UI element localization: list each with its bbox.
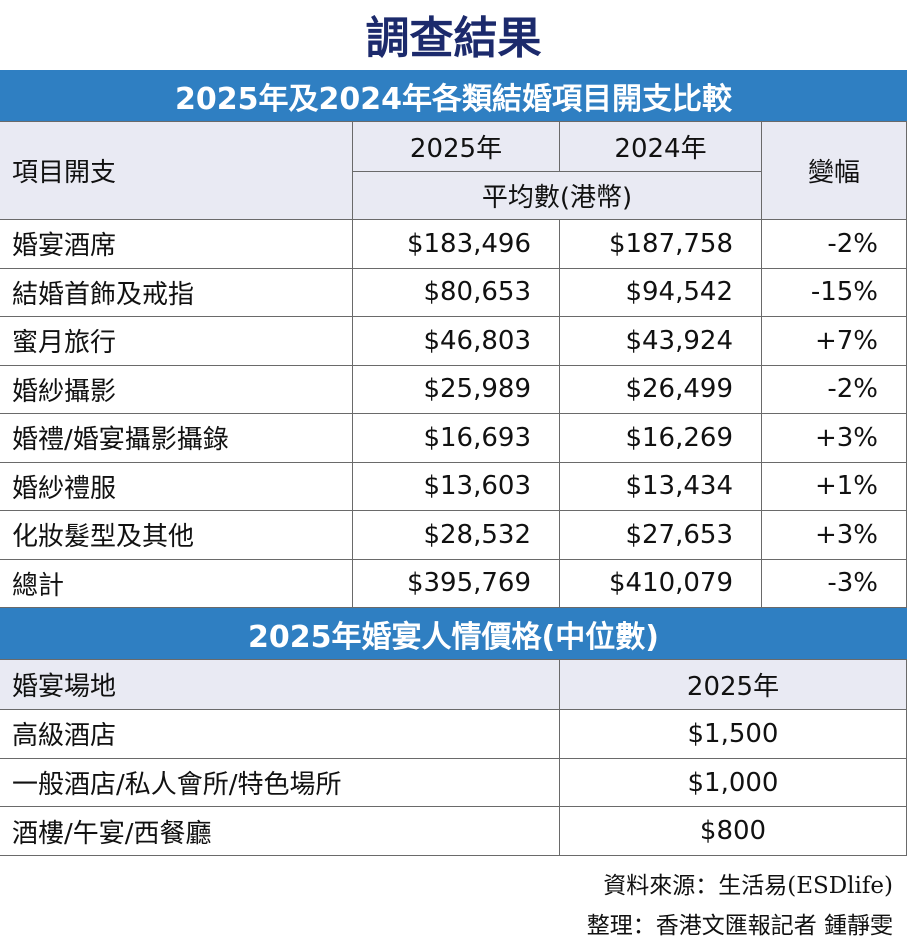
table-cell: $1,500 [559,709,907,759]
table-cell: 化妝髮型及其他 [0,510,353,560]
table-cell: $800 [559,806,907,857]
table-cell: 婚紗禮服 [0,461,353,511]
table-cell: -2% [761,219,907,269]
table-cell: 總計 [0,558,353,608]
table-cell: +1% [761,461,907,511]
table-cell: +3% [761,413,907,463]
table-cell: 蜜月旅行 [0,316,353,366]
table-cell: $27,653 [559,510,762,560]
table-cell: -2% [761,364,907,414]
section-header: 2025年及2024年各類結婚項目開支比較 [0,70,907,122]
table-cell: 酒樓/午宴/西餐廳 [0,806,560,857]
table-cell: $80,653 [352,267,560,317]
table-cell: +3% [761,510,907,560]
table-cell: 婚宴酒席 [0,219,353,269]
header-cell: 2025年 [352,121,560,172]
table-cell: $13,603 [352,461,560,511]
table-cell: $25,989 [352,364,560,414]
table-cell: $1,000 [559,757,907,808]
header-cell: 2024年 [559,121,762,172]
page-title: 調查結果 [365,13,542,64]
table-cell: 婚禮/婚宴攝影攝錄 [0,413,353,463]
header-cell: 婚宴場地 [0,659,560,710]
section-header: 2025年婚宴人情價格(中位數) [0,608,907,660]
table-cell: 高級酒店 [0,709,560,759]
table-cell: $28,532 [352,510,560,560]
table-cell: $395,769 [352,558,560,608]
table-cell: $183,496 [352,219,560,269]
table-cell: 一般酒店/私人會所/特色場所 [0,757,560,808]
table-cell: $26,499 [559,364,762,414]
table-cell: $187,758 [559,219,762,269]
table-cell: $16,269 [559,413,762,463]
table-cell: -3% [761,558,907,608]
header-cell: 變幅 [761,121,907,220]
table-cell: 結婚首飾及戒指 [0,267,353,317]
table-cell: -15% [761,267,907,317]
header-cell: 項目開支 [0,121,353,220]
table-cell: $94,542 [559,267,762,317]
source: 資料來源：生活易(ESDlife) [603,873,893,899]
table-cell: $13,434 [559,461,762,511]
table-cell: $43,924 [559,316,762,366]
table-cell: $46,803 [352,316,560,366]
table-cell: +7% [761,316,907,366]
table-cell: $410,079 [559,558,762,608]
table-cell: 婚紗攝影 [0,364,353,414]
header-cell: 平均數(港幣) [352,171,762,220]
table-cell: $16,693 [352,413,560,463]
credit: 整理：香港文匯報記者 鍾靜雯 [586,913,893,939]
header-cell: 2025年 [559,659,907,710]
